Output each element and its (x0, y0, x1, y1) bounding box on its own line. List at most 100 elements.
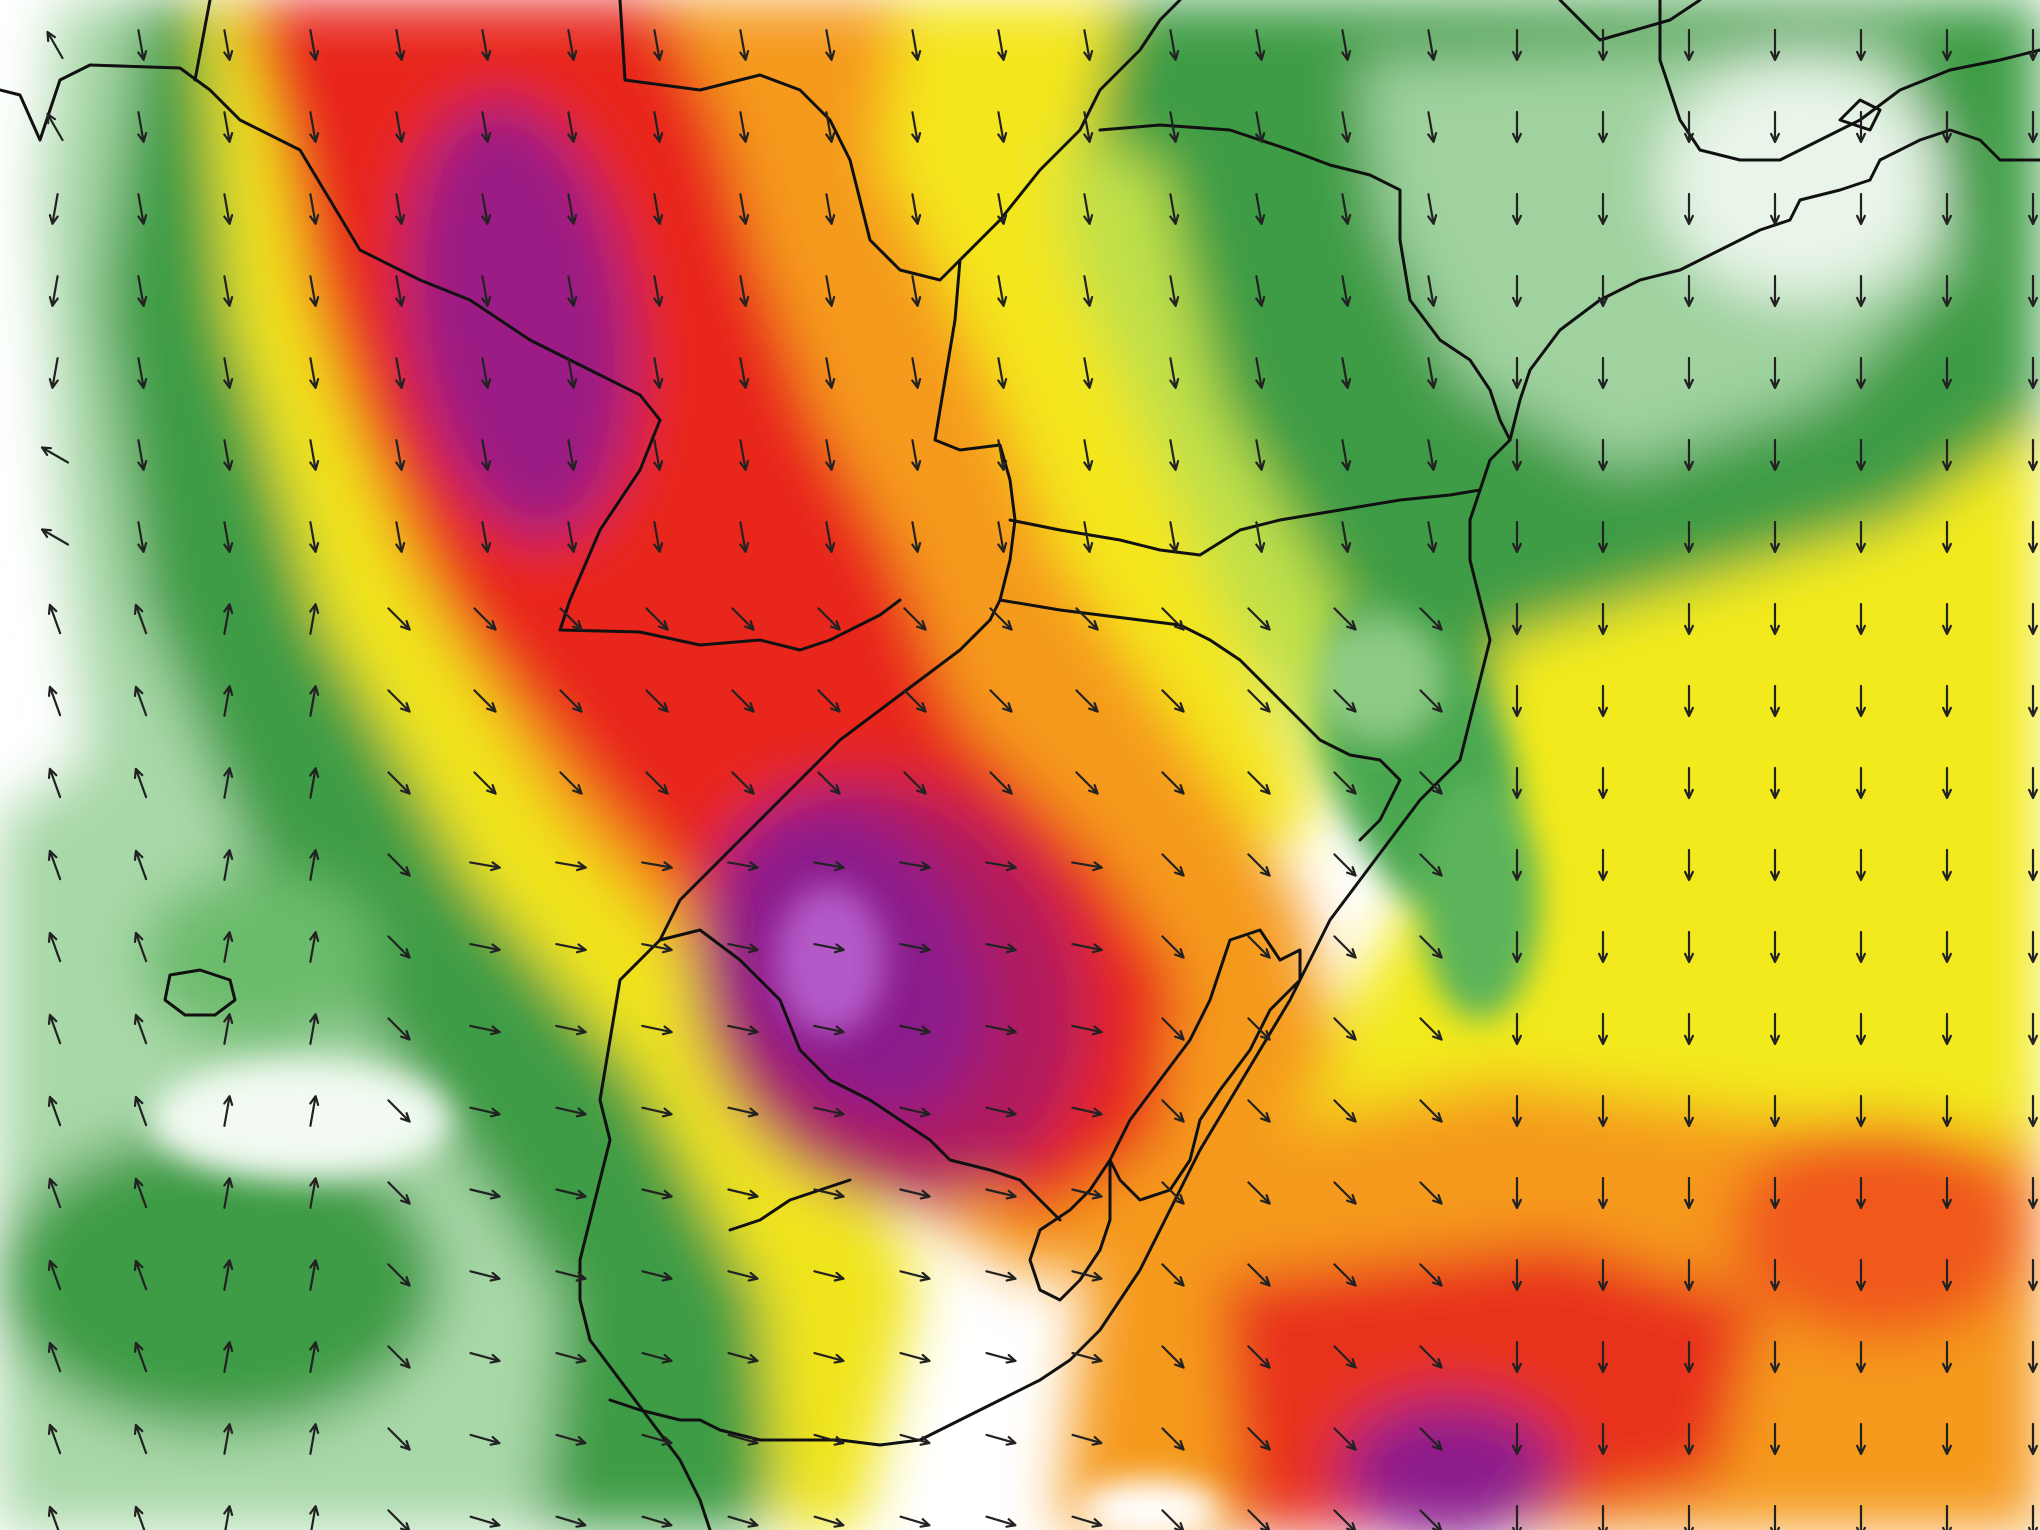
wind-arrow-icon (1942, 1340, 1952, 1374)
wind-arrow-icon (387, 607, 411, 631)
wind-arrow-icon (47, 1095, 62, 1127)
wind-arrow-icon (567, 193, 578, 225)
wind-arrow-icon (1598, 192, 1608, 226)
wind-arrow-icon (1427, 111, 1438, 143)
wind-arrow-icon (481, 275, 492, 307)
province-border-west (558, 598, 902, 652)
wind-arrow-icon (1161, 1427, 1185, 1451)
wind-arrow-icon (1333, 1345, 1357, 1369)
purple-core-southeast (1340, 1400, 1560, 1530)
wind-arrow-icon (395, 193, 406, 225)
wind-arrow-icon (727, 1352, 759, 1364)
wind-arrow-icon (911, 111, 922, 143)
state-border-northeast (1098, 123, 1512, 442)
wind-arrow-icon (641, 943, 673, 954)
wind-arrow-icon (1512, 356, 1522, 390)
wind-arrow-icon (133, 767, 148, 799)
wind-arrow-icon (903, 689, 927, 713)
wind-arrow-icon (997, 275, 1008, 307)
wind-arrow-icon (1161, 689, 1185, 713)
wind-arrow-icon (1419, 1099, 1443, 1123)
wind-arrow-icon (223, 1095, 234, 1127)
wind-arrow-icon (817, 771, 841, 795)
wind-arrow-icon (1512, 1422, 1522, 1456)
wind-arrow-icon (641, 1106, 673, 1118)
wind-arrow-icon (309, 1259, 320, 1291)
wind-arrow-icon (1169, 357, 1180, 389)
coastline-bottom (588, 1338, 712, 1530)
green-patch-coastal-south (1420, 780, 1540, 1020)
white-clearing-northeast (1660, 60, 1940, 300)
wind-arrow-icon (1770, 930, 1780, 964)
wind-arrow-icon (1161, 935, 1185, 959)
wind-arrow-icon (133, 1505, 146, 1530)
wind-arrow-icon (133, 603, 148, 635)
wind-arrow-icon (469, 1188, 501, 1200)
wind-arrow-icon (309, 1013, 320, 1045)
wind-arrow-icon (1856, 1012, 1866, 1046)
wind-arrow-icon (309, 111, 320, 143)
wind-arrow-icon (567, 439, 578, 471)
wind-arrow-icon (1512, 766, 1522, 800)
wind-arrow-icon (1419, 1345, 1443, 1369)
wind-arrow-icon (1255, 357, 1266, 389)
wind-arrow-icon (223, 849, 234, 881)
wind-arrow-icon (997, 521, 1008, 553)
wind-arrow-icon (1770, 356, 1780, 390)
wind-arrow-icon (1942, 110, 1952, 144)
wind-arrow-icon (911, 275, 922, 307)
wind-arrow-icon (47, 1013, 62, 1045)
wind-arrow-icon (641, 1270, 673, 1282)
wind-arrow-icon (985, 1270, 1017, 1282)
wind-arrow-icon (1684, 520, 1694, 554)
wind-arrow-icon (985, 861, 1017, 872)
wind-arrow-icon (903, 771, 927, 795)
wind-arrow-icon (1161, 853, 1185, 877)
wind-arrow-icon (813, 861, 845, 872)
wind-arrow-icon (2028, 28, 2038, 62)
wind-arrow-icon (641, 1188, 673, 1200)
wind-arrow-icon (1684, 848, 1694, 882)
wind-arrow-icon (1684, 438, 1694, 472)
wind-arrow-icon (1942, 848, 1952, 882)
wind-arrow-icon (1247, 771, 1271, 795)
wind-arrow-icon (899, 1188, 931, 1200)
wind-arrow-icon (473, 771, 497, 795)
wind-arrow-icon (739, 357, 750, 389)
wind-arrow-icon (387, 853, 411, 877)
wind-arrow-icon (727, 943, 759, 954)
wind-arrow-icon (555, 943, 587, 954)
wind-arrow-icon (985, 1188, 1017, 1200)
wind-arrow-icon (1083, 275, 1094, 307)
wind-arrow-icon (1942, 192, 1952, 226)
light-green-spot-interior (1320, 620, 1440, 740)
wind-arrow-icon (1161, 1345, 1185, 1369)
wind-arrow-icon (1770, 110, 1780, 144)
river-estuary-south (728, 1178, 852, 1232)
wind-arrow-icon (1942, 684, 1952, 718)
wind-arrow-icon (137, 521, 148, 553)
wind-arrow-icon (825, 521, 836, 553)
wind-arrow-icon (1598, 356, 1608, 390)
wind-arrow-icon (1684, 28, 1694, 62)
country-border-northwest (0, 63, 662, 632)
wind-arrow-icon (1942, 1504, 1952, 1530)
wind-arrow-icon (899, 1433, 931, 1446)
wind-arrow-icon (817, 689, 841, 713)
wind-arrow-icon (899, 943, 931, 954)
wind-arrow-icon (1856, 274, 1866, 308)
wind-arrow-icon (1942, 438, 1952, 472)
wind-arrow-icon (653, 521, 664, 553)
wind-arrow-icon (48, 193, 59, 225)
wind-arrow-icon (1512, 848, 1522, 882)
wind-arrow-icon (40, 528, 70, 546)
wind-arrow-icon (40, 446, 70, 464)
wind-arrow-icon (1770, 192, 1780, 226)
wind-arrow-icon (1856, 1340, 1866, 1374)
wind-arrow-icon (1684, 1094, 1694, 1128)
wind-arrow-icon (1684, 110, 1694, 144)
wind-arrow-icon (48, 357, 59, 389)
wind-arrow-icon (1247, 1017, 1271, 1041)
wind-arrow-icon (1598, 684, 1608, 718)
wind-arrow-icon (641, 1024, 673, 1036)
